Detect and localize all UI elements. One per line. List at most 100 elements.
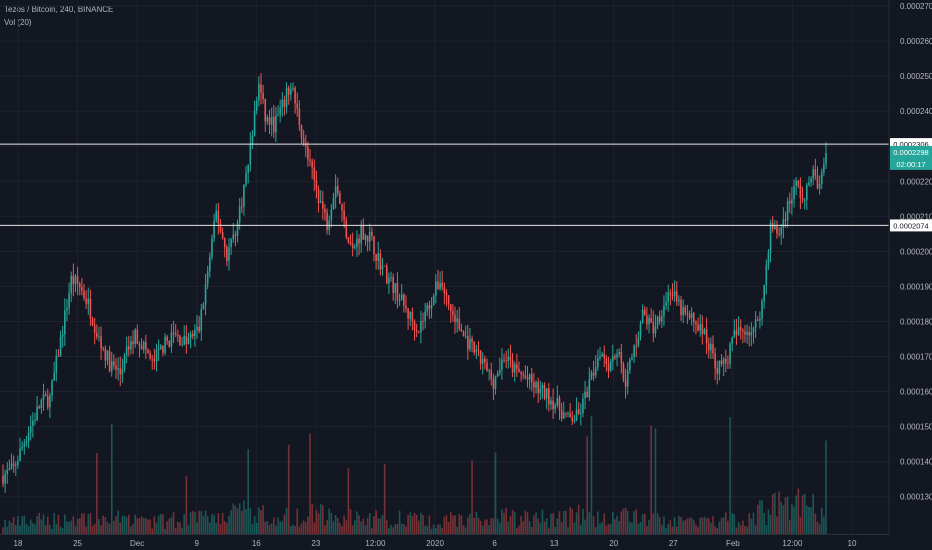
candle-body	[396, 283, 399, 301]
volume-bar	[292, 524, 294, 534]
volume-bar	[739, 525, 742, 534]
candle-body	[285, 87, 288, 107]
volume-bar	[803, 493, 806, 534]
volume-bar	[381, 515, 384, 534]
volume-bar	[383, 463, 386, 534]
candle-body	[72, 275, 75, 285]
volume-bar	[680, 517, 682, 534]
candle-body	[759, 318, 761, 321]
candle-body	[272, 116, 275, 133]
candle-body	[481, 358, 484, 364]
candle-body	[322, 201, 324, 209]
volume-bar	[296, 508, 299, 534]
volume-bar	[573, 522, 576, 534]
candle-body	[315, 180, 318, 190]
candle-body	[806, 185, 808, 200]
volume-bar	[569, 506, 571, 534]
volume-bar	[134, 514, 136, 534]
volume-bar	[19, 525, 21, 534]
candle-body	[332, 197, 335, 210]
time-axis[interactable]: 18 25 Dec 9 16 23 12:00 2020 6 13 20 27 Feb 12:00 10	[14, 539, 857, 548]
candle-body	[249, 143, 252, 165]
volume-bar	[535, 512, 537, 534]
volume-bar	[614, 519, 616, 534]
candle-body	[368, 231, 371, 242]
candle-body	[720, 360, 723, 365]
candle-body	[522, 374, 525, 376]
volume-bar	[688, 517, 691, 534]
volume-bar	[172, 512, 175, 534]
candle-body	[635, 345, 638, 347]
candle-body	[718, 360, 721, 374]
volume-bar	[347, 468, 350, 534]
candle-body	[784, 219, 787, 221]
candle-body	[586, 391, 589, 397]
candle-body	[185, 336, 188, 345]
candle-body	[349, 242, 352, 245]
volume-bar	[652, 513, 655, 534]
volume-bar	[562, 510, 565, 534]
volume-bar	[196, 522, 198, 534]
volume-bar	[452, 515, 454, 534]
volume-bar	[334, 515, 337, 534]
x-tick-label: 25	[73, 539, 82, 548]
volume-bar	[513, 511, 516, 534]
volume-bar	[249, 507, 252, 534]
candle-body	[294, 87, 296, 104]
volume-bar	[354, 520, 356, 534]
candle-body	[727, 362, 729, 364]
candle-body	[737, 327, 740, 335]
candle-body	[93, 325, 96, 333]
volume-bar	[712, 516, 714, 534]
candle-body	[616, 354, 618, 358]
candle-body	[240, 206, 243, 208]
candle-body	[345, 219, 348, 238]
volume-bar	[580, 524, 582, 534]
candle-body	[85, 298, 87, 304]
candle-body	[298, 108, 301, 126]
volume-bar	[115, 516, 117, 534]
volume-bar	[78, 518, 81, 534]
candle-body	[87, 298, 90, 304]
volume-bar	[428, 515, 431, 534]
candle-body	[125, 346, 128, 356]
candle-body	[194, 330, 196, 337]
candle-body	[739, 327, 742, 331]
candle-body	[373, 236, 375, 255]
candle-body	[302, 137, 305, 144]
volume-bar	[754, 525, 757, 534]
candle-body	[614, 356, 616, 358]
volume-bar	[221, 512, 224, 534]
candle-body	[618, 351, 620, 355]
volume-bar	[164, 528, 166, 534]
candle-body	[530, 374, 533, 383]
candle-body	[44, 394, 47, 397]
volume-bar	[473, 518, 475, 534]
candle-body	[258, 84, 260, 101]
candle-body	[420, 320, 422, 333]
volume-bar	[285, 507, 288, 534]
candle-body	[142, 342, 145, 350]
horizontal-lines[interactable]	[0, 143, 889, 226]
candle-body	[232, 234, 235, 240]
volume-bar	[140, 516, 143, 534]
volume-bar	[398, 510, 401, 534]
candle-body	[74, 276, 77, 285]
volume-bar	[215, 523, 218, 534]
candle-body	[336, 186, 339, 194]
candle-body	[439, 282, 441, 289]
x-tick-label: 16	[252, 539, 261, 548]
candle-body	[164, 336, 166, 353]
volume-bar	[113, 520, 115, 534]
candle-body	[552, 400, 554, 410]
candle-body	[215, 210, 218, 221]
candle-body	[803, 199, 806, 201]
x-tick-label: 9	[194, 539, 199, 548]
volume-bar	[722, 517, 725, 534]
volume-bar	[279, 521, 281, 534]
volume-bar	[501, 509, 503, 534]
candle-body	[494, 376, 497, 389]
